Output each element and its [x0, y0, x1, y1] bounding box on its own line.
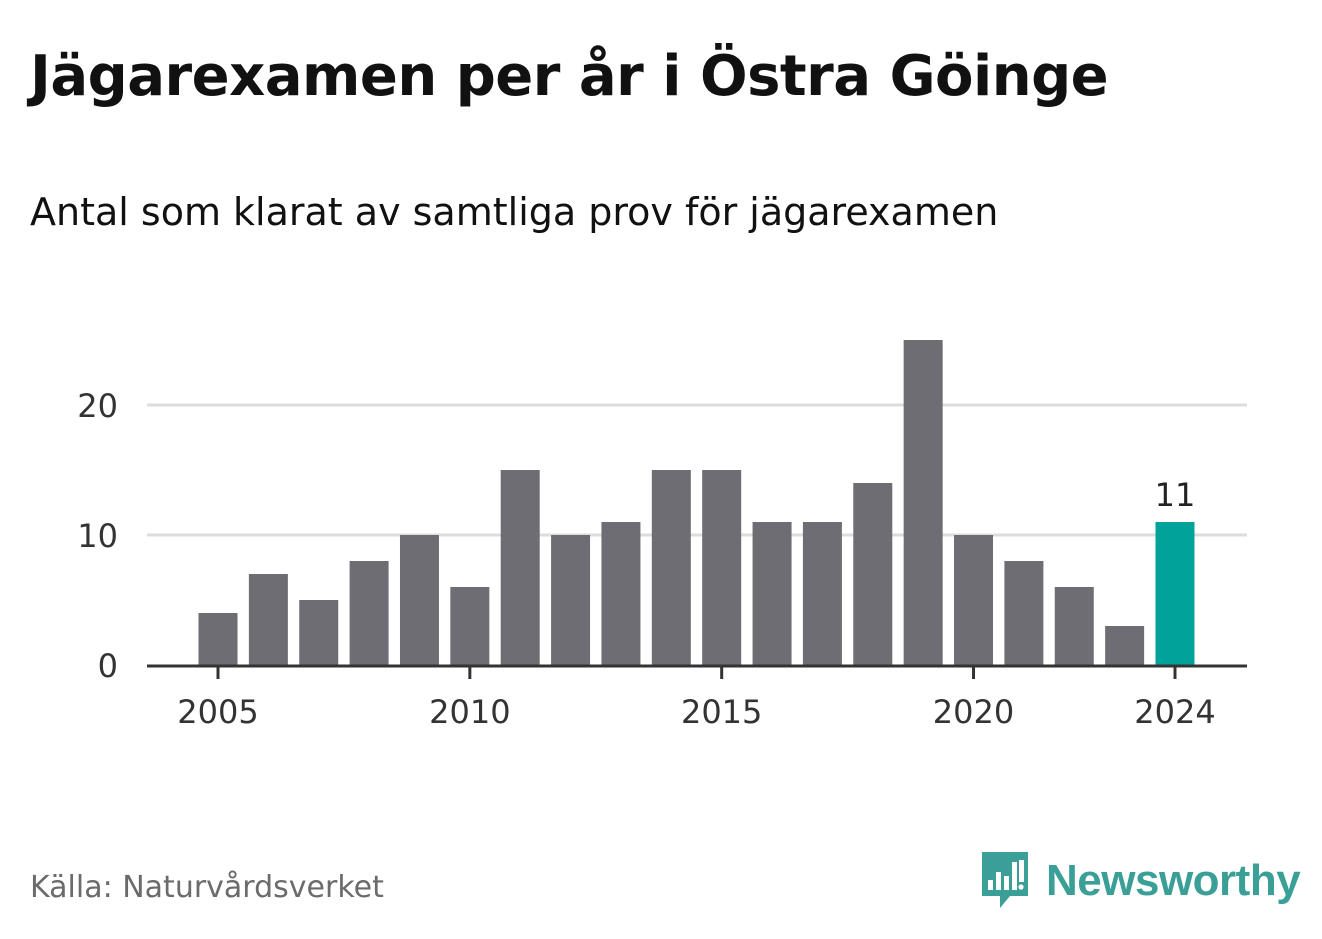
grid-lines — [147, 403, 1247, 537]
bar-2023 — [1105, 626, 1145, 665]
y-tick-label: 20 — [77, 387, 118, 425]
bars — [198, 340, 1195, 665]
bar-2010 — [450, 587, 490, 665]
bar-2011 — [500, 470, 540, 665]
bar-2016 — [752, 522, 792, 665]
bar-2019 — [903, 340, 943, 665]
x-tick-label: 2020 — [933, 693, 1014, 731]
brand-logo: Newsworthy — [980, 850, 1301, 912]
bar-2017 — [802, 522, 842, 665]
brand-name: Newsworthy — [1046, 856, 1301, 905]
bar-2021 — [1004, 561, 1044, 665]
y-tick-label: 10 — [77, 517, 118, 555]
source-note: Källa: Naturvårdsverket — [30, 870, 384, 905]
bar-2009 — [399, 535, 439, 665]
bar-2005 — [198, 613, 238, 665]
bar-chart-speech-bubble-icon — [982, 852, 1028, 908]
bar-chart: 0 10 20 11 2005 2010 2015 2020 2024 — [77, 340, 1247, 731]
bar-2024 — [1155, 522, 1195, 665]
bar-2014 — [651, 470, 691, 665]
x-tick-label: 2010 — [429, 693, 510, 731]
bar-2006 — [248, 574, 288, 665]
bar-value-label: 11 — [1155, 476, 1196, 514]
y-tick-label: 0 — [98, 647, 118, 685]
bar-2022 — [1054, 587, 1094, 665]
bar-2007 — [299, 600, 339, 665]
x-tick-label: 2015 — [681, 693, 762, 731]
x-tick-label: 2005 — [177, 693, 258, 731]
bar-2015 — [702, 470, 742, 665]
bar-2020 — [954, 535, 994, 665]
labels: 0 10 20 11 2005 2010 2015 2020 2024 — [77, 387, 1215, 731]
bar-2013 — [601, 522, 641, 665]
chart-title: Jägarexamen per år i Östra Göinge — [30, 44, 1109, 109]
bar-2008 — [349, 561, 389, 665]
x-tick-label: 2024 — [1134, 693, 1215, 731]
bar-2012 — [551, 535, 591, 665]
axes — [147, 664, 1247, 679]
bar-2018 — [853, 483, 893, 665]
chart-subtitle: Antal som klarat av samtliga prov för jä… — [30, 190, 999, 234]
